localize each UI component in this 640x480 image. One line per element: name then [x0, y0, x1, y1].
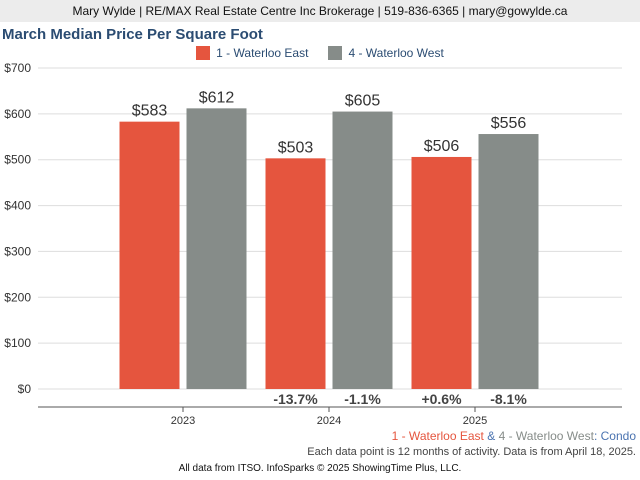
x-tick-label: 2025 [463, 415, 487, 427]
legend-item-west[interactable]: 4 - Waterloo West [328, 44, 444, 62]
y-tick-label: $100 [4, 336, 31, 350]
y-tick-label: $200 [4, 290, 31, 304]
data-label: $506 [424, 138, 460, 155]
bar [478, 134, 539, 389]
bar [411, 156, 472, 389]
y-tick-label: $700 [4, 61, 31, 75]
bar [186, 108, 247, 390]
chart-title: March Median Price Per Square Foot [2, 26, 263, 43]
data-note: Each data point is 12 months of activity… [307, 446, 636, 458]
bar [265, 158, 326, 389]
bar [119, 121, 180, 389]
data-label: $583 [132, 103, 168, 120]
subtitle-type: Condo [600, 429, 636, 443]
y-tick-label: $400 [4, 199, 31, 213]
legend-label-west: 4 - Waterloo West [348, 46, 444, 60]
y-tick-label: $0 [18, 382, 32, 396]
change-label: -8.1% [490, 391, 527, 407]
y-tick-label: $600 [4, 107, 31, 121]
legend: 1 - Waterloo East 4 - Waterloo West [0, 44, 640, 62]
change-label: +0.6% [421, 391, 462, 407]
data-label: $556 [491, 115, 527, 132]
footer: All data from ITSO. InfoSparks © 2025 Sh… [178, 463, 462, 474]
legend-label-east: 1 - Waterloo East [216, 46, 309, 60]
subtitle-west: 4 - Waterloo West [498, 429, 594, 443]
chart-subtitle: 1 - Waterloo East & 4 - Waterloo West: C… [392, 429, 636, 443]
change-label: -13.7% [273, 391, 318, 407]
subtitle-colon: : [593, 429, 598, 443]
subtitle-amp: & [487, 429, 496, 443]
legend-item-east[interactable]: 1 - Waterloo East [196, 44, 308, 62]
bar [332, 111, 393, 390]
data-label: $612 [199, 89, 235, 106]
legend-swatch-east [196, 46, 211, 60]
data-label: $605 [345, 93, 381, 110]
data-label: $503 [278, 139, 314, 156]
change-label: -1.1% [344, 391, 381, 407]
y-tick-label: $500 [4, 153, 31, 167]
contact-bar: Mary Wylde | RE/MAX Real Estate Centre I… [0, 0, 640, 22]
legend-swatch-west [328, 46, 343, 60]
subtitle-east: 1 - Waterloo East [391, 429, 484, 443]
y-tick-label: $300 [4, 244, 31, 258]
x-tick-label: 2024 [317, 415, 341, 427]
x-tick-label: 2023 [171, 415, 195, 427]
